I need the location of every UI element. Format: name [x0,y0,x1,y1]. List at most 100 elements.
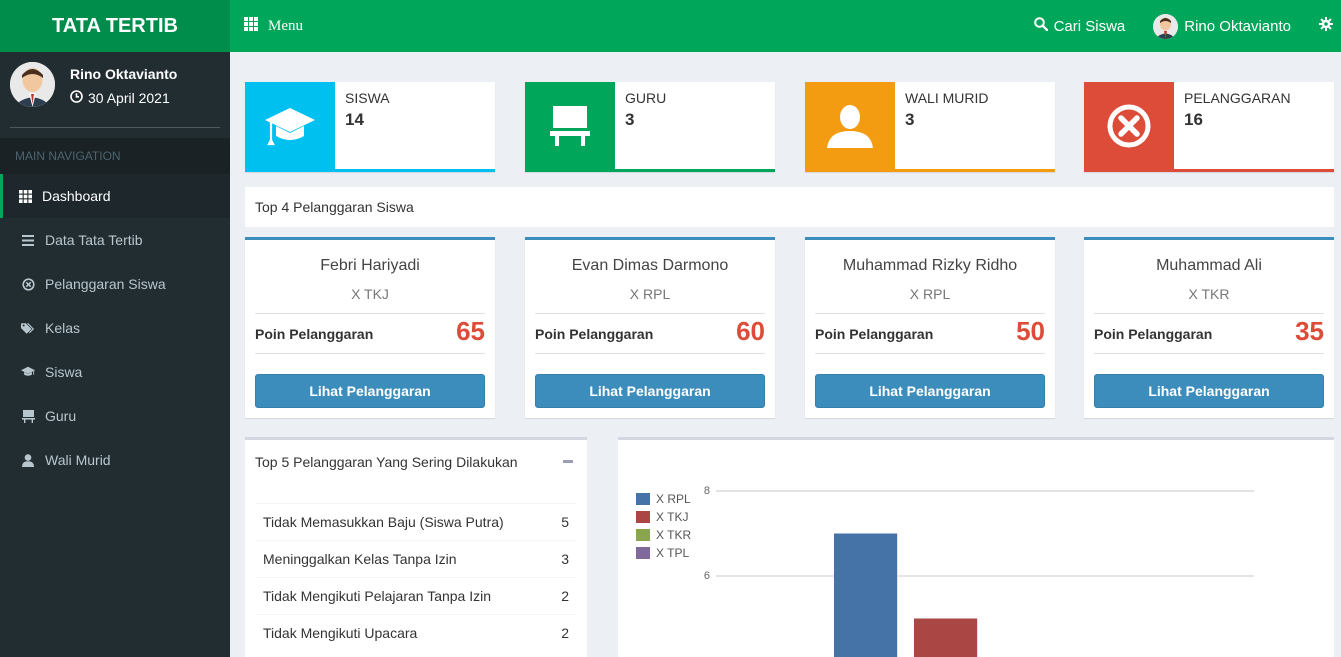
student-name: Muhammad Rizky Ridho [842,257,1018,274]
legend-swatch [636,547,650,559]
app-logo[interactable]: TATA TERTIB [0,0,230,52]
info-box-siswa: SISWA 14 [245,82,495,172]
info-box-icon [1084,82,1174,172]
info-box-guru: GURU 3 [525,82,775,172]
info-box-icon [805,82,895,172]
student-name: Muhammad Ali [1156,257,1262,274]
list-item: Tidak Mengikuti Upacara 2 [255,614,577,651]
graduation-cap-icon [21,366,35,378]
sidebar-item-label: Data Tata Tertib [45,232,143,248]
student-class: X TKR [1188,286,1230,302]
tags-icon [21,322,35,335]
divider [1094,353,1324,354]
violation-name: Tidak Memasukkan Baju (Siswa Putra) [263,514,504,530]
info-box-icon [245,82,335,172]
top5-title: Top 5 Pelanggaran Yang Sering Dilakukan [255,454,518,470]
divider [255,313,485,314]
desk-icon [550,105,590,149]
search-student-link[interactable]: Cari Siswa [1020,0,1140,52]
circle-x-icon [21,277,35,291]
user-panel: Rino Oktavianto 30 April 2021 [0,52,230,132]
student-name: Evan Dimas Darmono [571,257,729,274]
sidebar-user-name: Rino Oktavianto [70,66,178,82]
view-violations-button[interactable]: Lihat Pelanggaran [815,374,1045,408]
points-value: 35 [1295,316,1324,346]
violation-name: Meninggalkan Kelas Tanpa Izin [263,551,457,567]
view-violations-button[interactable]: Lihat Pelanggaran [255,374,485,408]
gear-icon [1319,17,1333,35]
divider [535,353,765,354]
student-card: Muhammad Ali X TKR Poin Pelanggaran 35 L… [1084,237,1334,418]
points-label: Poin Pelanggaran [815,326,934,342]
info-box-value: 16 [1184,110,1203,129]
menu-toggle-button[interactable]: Menu [244,0,303,52]
info-box-bar [895,169,1055,172]
bar-chart: 8 6 X RPL X TKJ X TKR X TPL [636,485,1254,657]
user-icon [21,453,35,467]
legend-label: X TKR [656,528,691,542]
points-label: Poin Pelanggaran [255,326,374,342]
info-box-value: 3 [625,110,635,129]
sidebar-item-label: Pelanggaran Siswa [45,276,166,292]
search-label: Cari Siswa [1053,17,1126,35]
bar-x-tkj [914,618,977,657]
view-violations-button[interactable]: Lihat Pelanggaran [535,374,765,408]
th-icon [244,16,258,36]
sidebar-item-pelanggaran-siswa[interactable]: Pelanggaran Siswa [0,262,230,306]
view-violations-button[interactable]: Lihat Pelanggaran [1094,374,1324,408]
nav-header: MAIN NAVIGATION [0,138,230,174]
info-box-label: GURU [625,90,667,106]
top-navbar: Menu Cari Siswa Rino Oktavianto [230,0,1341,52]
violation-count: 5 [561,514,569,530]
sidebar-item-data-tata-tertib[interactable]: Data Tata Tertib [0,218,230,262]
info-box-bar [1174,169,1334,172]
avatar [10,62,55,107]
user-icon [827,104,873,151]
info-box-label: PELANGGARAN [1184,90,1291,106]
sidebar-item-label: Dashboard [42,188,111,204]
sidebar-item-siswa[interactable]: Siswa [0,350,230,394]
info-box-label: SISWA [345,90,390,106]
date-text: 30 April 2021 [88,90,170,106]
y-tick-label: 8 [704,485,710,497]
divider [815,313,1045,314]
top4-header: Top 4 Pelanggaran Siswa [245,187,1334,227]
sidebar-item-label: Siswa [45,364,83,380]
info-box-bar [335,169,495,172]
circle-x-icon [1106,103,1152,152]
bar-x-rpl [834,533,897,657]
info-box-icon [525,82,615,172]
sidebar-item-wali-murid[interactable]: Wali Murid [0,438,230,482]
top5-box: Top 5 Pelanggaran Yang Sering Dilakukan … [245,437,587,657]
class-chart-box: 8 6 X RPL X TKJ X TKR X TPL [618,437,1334,657]
sidebar-item-guru[interactable]: Guru [0,394,230,438]
collapse-button[interactable] [563,460,573,463]
sidebar-date: 30 April 2021 [70,90,170,106]
sidebar-item-label: Wali Murid [45,452,111,468]
legend-label: X RPL [656,492,691,506]
violation-name: Tidak Mengikuti Pelajaran Tanpa Izin [263,588,492,604]
student-class: X TKJ [351,286,389,302]
violation-count: 2 [561,588,569,604]
points-label: Poin Pelanggaran [535,326,654,342]
avatar [1153,13,1179,39]
settings-button[interactable] [1305,0,1341,52]
sidebar-item-label: Guru [45,408,77,424]
graduation-cap-icon [265,106,315,149]
clock-icon [70,90,83,106]
search-icon [1033,17,1048,35]
student-card: Muhammad Rizky Ridho X RPL Poin Pelangga… [805,237,1055,418]
list-item: Tidak Memasukkan Baju (Siswa Putra) 5 [255,503,577,540]
points-label: Poin Pelanggaran [1094,326,1213,342]
menu-label: Menu [268,17,303,34]
student-class: X RPL [909,286,951,302]
sidebar-item-dashboard[interactable]: Dashboard [0,174,230,218]
points-value: 60 [736,316,765,346]
info-box-bar [615,169,775,172]
sidebar-item-kelas[interactable]: Kelas [0,306,230,350]
divider [255,353,485,354]
user-menu[interactable]: Rino Oktavianto [1139,0,1305,52]
top5-list: Tidak Memasukkan Baju (Siswa Putra) 5 Men… [255,503,577,651]
violation-count: 3 [561,551,569,567]
divider [535,313,765,314]
